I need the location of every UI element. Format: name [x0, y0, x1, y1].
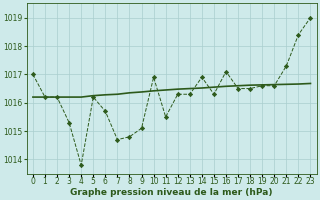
X-axis label: Graphe pression niveau de la mer (hPa): Graphe pression niveau de la mer (hPa) — [70, 188, 273, 197]
